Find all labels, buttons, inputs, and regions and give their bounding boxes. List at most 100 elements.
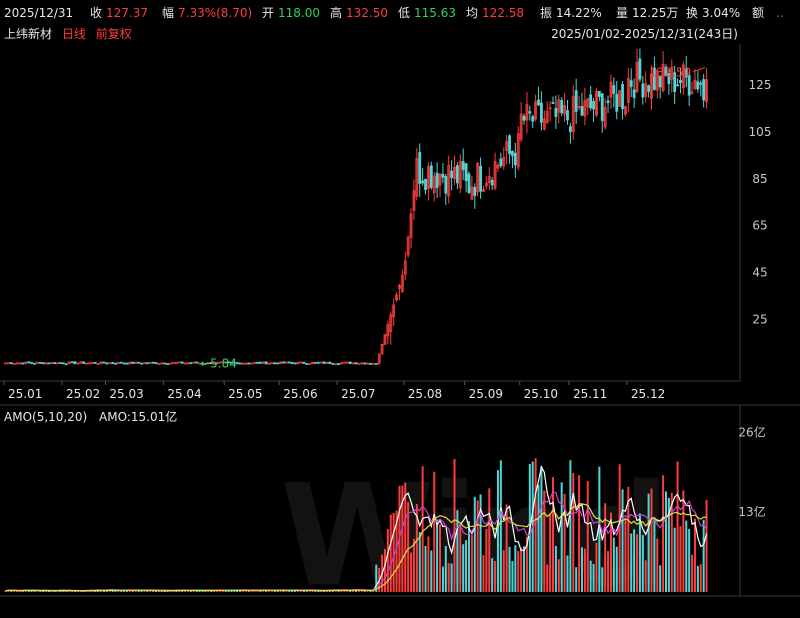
candle-body (174, 362, 178, 364)
candle-body (53, 362, 57, 365)
candle-body (293, 362, 297, 365)
volume-bar (499, 460, 502, 592)
volume-bar (250, 589, 253, 592)
candle-body (322, 361, 326, 364)
volume-bar (302, 589, 305, 592)
volume-bar (647, 493, 650, 592)
x-tick-label: 25.02 (66, 387, 100, 401)
candle-body (461, 161, 465, 171)
candle-body (403, 260, 407, 275)
candle-body (667, 72, 671, 84)
candle-body (325, 361, 329, 364)
volume-bar (659, 565, 662, 592)
candle-body (398, 284, 401, 289)
volume-bar (395, 510, 398, 592)
volume-bar (633, 529, 636, 592)
candle-body (577, 106, 581, 109)
candle-body (47, 362, 51, 365)
volume-bar (152, 590, 155, 592)
candle-body (82, 361, 86, 364)
candle-body (499, 158, 503, 167)
x-tick-label: 25.05 (228, 387, 262, 401)
adjust-label[interactable]: 前复权 (95, 27, 132, 41)
candle-body (212, 362, 216, 365)
candle-body (505, 141, 509, 151)
candle-body (624, 105, 627, 115)
candle-body (441, 173, 445, 178)
volume-bar (508, 546, 511, 592)
candle-body (479, 165, 482, 192)
volume-bar (444, 545, 447, 592)
candle-body (128, 361, 132, 365)
vol-value: 12.25万 (632, 6, 679, 20)
price-tick-label: 45 (752, 266, 767, 280)
volume-bar (636, 534, 639, 592)
candle-body (360, 362, 364, 365)
candle-body (348, 361, 352, 365)
candle-body (597, 91, 601, 97)
candle-body (566, 110, 569, 121)
x-tick-label: 25.01 (8, 387, 42, 401)
volume-bar (155, 590, 158, 592)
candle-body (285, 361, 288, 364)
vol-label: 量 (616, 6, 629, 20)
volume-bar (18, 590, 21, 592)
volume-bar (580, 547, 583, 592)
candle-body (250, 362, 254, 365)
volume-bar (641, 534, 644, 592)
date-range: 2025/01/02-2025/12/31(243日) (551, 27, 738, 41)
volume-bar (572, 472, 575, 592)
volume-bar (270, 590, 273, 592)
max-price-label: 132.50 (649, 66, 691, 80)
candle-body (334, 363, 338, 366)
volume-bar (242, 589, 245, 592)
volume-bar (436, 519, 439, 592)
candle-body (163, 362, 167, 365)
candle-body (209, 362, 213, 365)
candle-body (85, 362, 88, 365)
candle-body (314, 362, 317, 364)
volume-bar (24, 590, 27, 592)
avg-label: 均 (466, 6, 479, 20)
volume-bar (410, 552, 413, 592)
candle-body (363, 362, 367, 365)
candle-body (438, 173, 442, 186)
candle-body (198, 362, 201, 365)
candle-body (340, 362, 343, 365)
candle-body (105, 362, 109, 365)
x-tick-label: 25.06 (283, 387, 317, 401)
candle-body (282, 361, 285, 364)
volume-bar (412, 538, 415, 592)
candle-body (455, 165, 459, 184)
volume-bar (143, 589, 146, 592)
candle-body (88, 362, 91, 365)
volume-bar (288, 590, 291, 592)
candle-body (261, 361, 265, 364)
candle-body (151, 361, 155, 364)
kline-chart[interactable]: 25 45 65 85 105 125 13亿 26亿 25.01 25.02 25.03 25.04… (0, 0, 800, 601)
volume-bar (50, 590, 53, 592)
candle-body (111, 362, 115, 364)
candle-body (487, 176, 491, 183)
candle-body (308, 363, 312, 366)
volume-bar (346, 590, 349, 592)
candle-body (244, 362, 248, 365)
price-tick-label: 65 (752, 219, 767, 233)
candle-body (493, 161, 497, 189)
volume-bar (149, 590, 152, 592)
candle-body (15, 362, 19, 365)
period-label[interactable]: 日线 (61, 27, 86, 41)
candle-body (357, 362, 361, 365)
candle-body (609, 81, 613, 98)
candle-body (586, 98, 590, 108)
candle-body (476, 162, 480, 193)
volume-bar (314, 590, 317, 592)
volume-bar (131, 590, 134, 592)
volume-bar (656, 538, 659, 592)
candle-body (302, 361, 306, 364)
more-dots[interactable]: .. (776, 6, 784, 20)
candle-body (684, 67, 688, 78)
volume-bar (607, 551, 610, 592)
candle-body (635, 61, 639, 93)
candle-body (705, 79, 708, 103)
